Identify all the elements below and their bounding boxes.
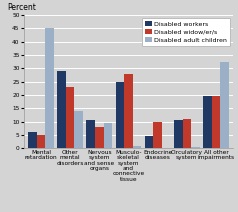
Bar: [28, 132, 37, 148]
Bar: [212, 96, 220, 148]
Bar: [183, 119, 191, 148]
Bar: [95, 127, 104, 148]
Bar: [124, 74, 133, 148]
Text: Percent: Percent: [7, 3, 36, 12]
Bar: [203, 96, 212, 148]
Bar: [220, 62, 229, 148]
Bar: [74, 111, 83, 148]
Bar: [66, 87, 74, 148]
Bar: [191, 147, 200, 148]
Bar: [37, 135, 45, 148]
Bar: [145, 136, 154, 148]
Bar: [116, 82, 124, 148]
Bar: [174, 120, 183, 148]
Bar: [133, 146, 141, 148]
Bar: [86, 120, 95, 148]
Legend: Disabled workers, Disabled widow/er/s, Disabled adult children: Disabled workers, Disabled widow/er/s, D…: [142, 18, 230, 46]
Bar: [104, 123, 112, 148]
Bar: [45, 28, 54, 148]
Bar: [57, 71, 66, 148]
Bar: [154, 122, 162, 148]
